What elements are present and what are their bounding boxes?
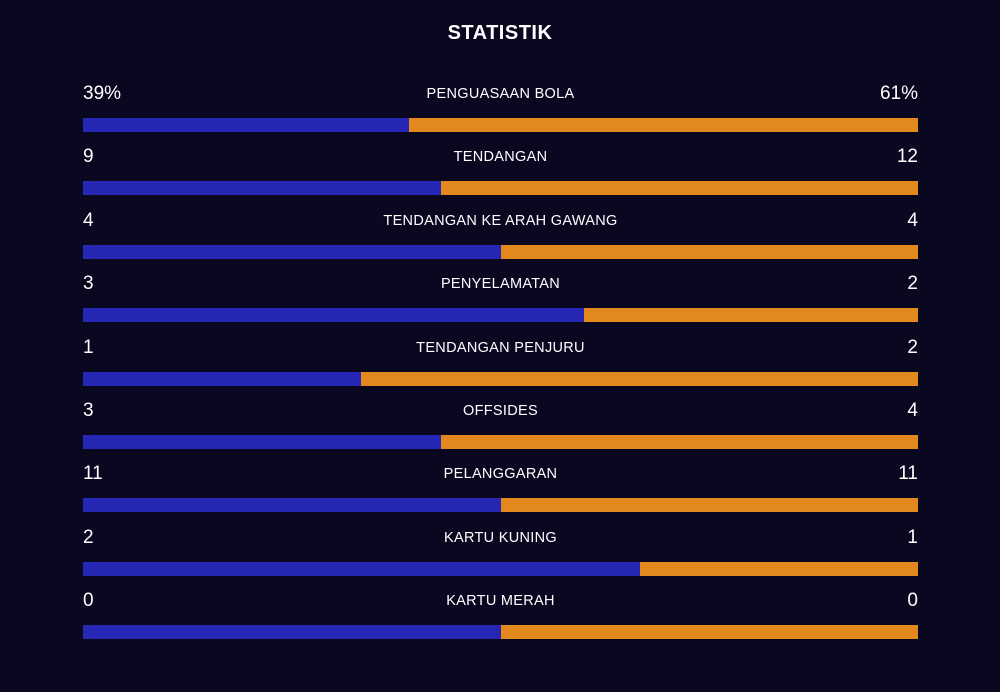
stat-label: TENDANGAN [453, 149, 548, 166]
stat-row: 0 KARTU MERAH 0 [83, 587, 918, 650]
home-value: 11 [83, 463, 103, 485]
home-bar-fill [83, 181, 441, 196]
away-bar-fill [440, 434, 918, 449]
away-value: 1 [907, 526, 918, 548]
home-bar-fill [83, 244, 501, 259]
stat-label: TENDANGAN KE ARAH GAWANG [383, 212, 618, 229]
home-bar-fill [83, 118, 409, 132]
away-value: 11 [898, 463, 918, 485]
home-bar-fill [83, 625, 501, 640]
home-value: 3 [83, 399, 94, 421]
stat-row: 3 PENYELAMATAN 2 [83, 270, 918, 333]
away-value: 12 [896, 146, 918, 168]
comparison-bar [83, 118, 918, 132]
stats-list: 39% PENGUASAAN BOLA 61% 9 TENDANGAN 12 4… [83, 80, 918, 651]
comparison-bar [83, 561, 918, 576]
home-value: 2 [83, 526, 94, 548]
stat-label: PENGUASAAN BOLA [426, 86, 575, 102]
stat-row: 1 TENDANGAN PENJURU 2 [83, 334, 918, 397]
home-value: 3 [83, 273, 94, 295]
stat-row: 9 TENDANGAN 12 [83, 143, 918, 206]
home-bar-fill [83, 434, 441, 449]
away-value: 4 [907, 399, 918, 421]
stat-label: KARTU KUNING [444, 529, 557, 546]
comparison-bar [83, 498, 918, 513]
comparison-bar [83, 308, 918, 323]
home-bar-fill [83, 561, 640, 576]
comparison-bar [83, 244, 918, 259]
stat-row: 39% PENGUASAAN BOLA 61% [83, 80, 918, 143]
away-value: 2 [907, 336, 918, 358]
comparison-bar [83, 625, 918, 640]
home-value: 1 [83, 336, 94, 358]
away-bar-fill [500, 498, 918, 513]
stat-label: PELANGGARAN [443, 466, 558, 483]
away-value: 61% [879, 83, 918, 104]
home-value: 9 [83, 146, 94, 168]
stat-row: 11 PELANGGARAN 11 [83, 460, 918, 523]
away-bar-fill [500, 625, 918, 640]
away-bar-fill [408, 118, 918, 132]
stat-label: OFFSIDES [463, 402, 538, 419]
home-bar-fill [83, 498, 501, 513]
away-bar-fill [584, 308, 918, 323]
stat-label: TENDANGAN PENJURU [416, 339, 585, 356]
home-value: 4 [83, 209, 94, 231]
stats-title: STATISTIK [447, 22, 553, 44]
home-bar-fill [83, 308, 584, 323]
away-value: 0 [907, 590, 918, 612]
away-bar-fill [500, 244, 918, 259]
home-value: 0 [83, 590, 94, 612]
stat-row: 3 OFFSIDES 4 [83, 397, 918, 460]
comparison-bar [83, 371, 918, 386]
away-bar-fill [440, 181, 918, 196]
away-bar-fill [361, 371, 918, 386]
comparison-bar [83, 434, 918, 449]
stat-label: PENYELAMATAN [440, 276, 561, 293]
stat-row: 2 KARTU KUNING 1 [83, 524, 918, 587]
stat-row: 4 TENDANGAN KE ARAH GAWANG 4 [83, 207, 918, 270]
away-bar-fill [639, 561, 918, 576]
away-value: 2 [907, 273, 918, 295]
home-value: 39% [83, 83, 122, 104]
stat-label: KARTU MERAH [446, 593, 555, 610]
away-value: 4 [907, 209, 918, 231]
comparison-bar [83, 181, 918, 196]
home-bar-fill [83, 371, 362, 386]
